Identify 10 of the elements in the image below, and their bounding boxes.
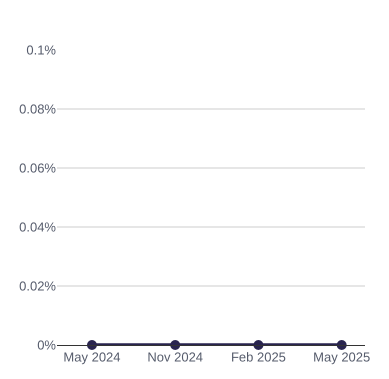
- x-tick-label: May 2025: [313, 350, 370, 365]
- y-tick-label: 0.04%: [19, 220, 56, 235]
- y-tick-label: 0.02%: [19, 278, 56, 294]
- y-tick-label: 0.1%: [26, 42, 56, 58]
- x-tick-label: May 2024: [63, 350, 121, 365]
- x-tick-label: Feb 2025: [230, 350, 286, 365]
- y-tick-label: 0%: [37, 338, 56, 353]
- y-tick-label: 0.08%: [19, 102, 56, 117]
- x-tick-label: Nov 2024: [147, 350, 204, 365]
- y-tick-label: 0.06%: [19, 160, 56, 176]
